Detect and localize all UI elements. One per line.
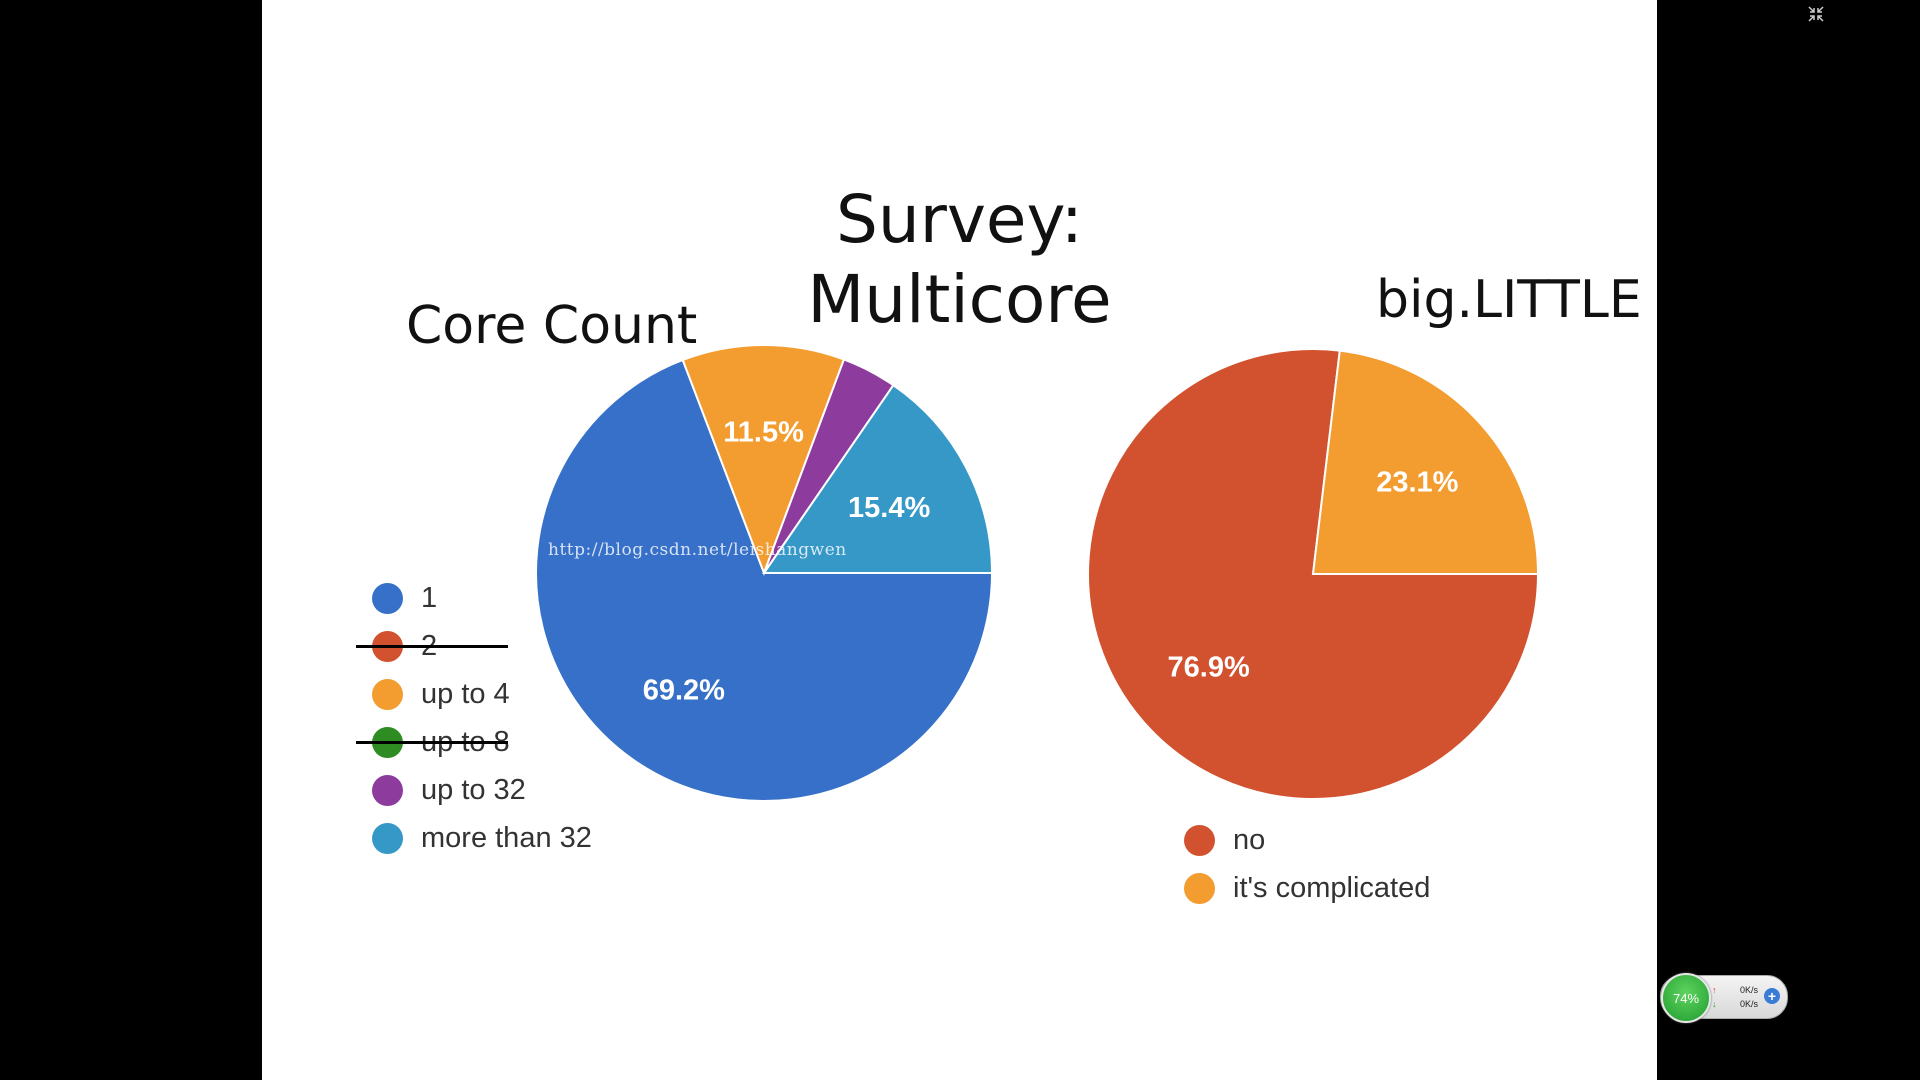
legend-0-label-1: 1 — [421, 581, 438, 614]
legend-0-dot-up-to-4 — [372, 678, 403, 710]
legend-0-dot-up-to-32 — [372, 774, 403, 806]
legend-0-label-more-than-32: more than 32 — [421, 821, 592, 854]
legend-1-label-it-s-complicated: it's complicated — [1233, 871, 1431, 904]
memory-usage-gauge[interactable]: 74% — [1661, 973, 1711, 1023]
slide-title-line2: Multicore — [807, 261, 1112, 338]
legend-0-label-up-to-32: up to 32 — [421, 773, 526, 806]
legend-0-dot-more-than-32 — [372, 822, 403, 854]
slide: Survey: Multicore Core Count big.LITTLE … — [262, 0, 1657, 1080]
legend-0-label-up-to-4: up to 4 — [421, 677, 510, 710]
big-little-pie-chart: 76.9% 23.1% — [1087, 348, 1540, 800]
pie-0-label-more-than-32: 15.4% — [848, 492, 930, 524]
exit-fullscreen-icon[interactable] — [1807, 5, 1825, 23]
big-little-chart-title: big.LITTLE — [1376, 270, 1642, 330]
legend-0-item-up-to-4: up to 4 — [372, 670, 592, 718]
legend-1-dot-no — [1184, 824, 1215, 856]
upload-arrow-icon: ↑ — [1712, 985, 1717, 995]
pie-1-label-no: 76.9% — [1168, 652, 1250, 684]
legend-1-dot-it-s-complicated — [1184, 872, 1215, 904]
legend-0-item-2: 2 — [356, 622, 592, 670]
download-rate: 0K/s — [1739, 999, 1758, 1009]
legend-0-dot-2 — [372, 630, 403, 662]
big-little-legend: no it's complicated — [1184, 816, 1430, 912]
legend-0-item-up-to-8: up to 8 — [356, 718, 592, 766]
pie-0-slice-more-than-32 — [762, 383, 994, 574]
legend-0-item-1: 1 — [372, 574, 592, 622]
pie-0-slice-up-to-4 — [681, 344, 846, 576]
pie-1-label-it-s-complicated: 23.1% — [1376, 466, 1458, 498]
legend-1-label-no: no — [1233, 823, 1266, 856]
core-count-legend: 1 2 up to 4 up to 8 up to 32 more than 32 — [356, 574, 592, 862]
slide-title: Survey: Multicore — [262, 180, 1657, 340]
core-count-chart-title: Core Count — [406, 296, 698, 356]
pie-0-slice-1 — [535, 358, 994, 802]
download-arrow-icon: ↓ — [1712, 999, 1717, 1009]
legend-0-label-2: 2 — [421, 629, 438, 662]
legend-0-dot-up-to-8 — [372, 726, 403, 758]
legend-0-label-up-to-8: up to 8 — [421, 725, 510, 758]
pie-1-slice-it-s-complicated — [1311, 349, 1540, 575]
legend-1-item-it-s-complicated: it's complicated — [1184, 864, 1430, 912]
pie-0-label-up-to-4: 11.5% — [723, 417, 804, 449]
watermark-url: http://blog.csdn.net/leishangwen — [548, 540, 847, 560]
legend-1-item-no: no — [1184, 816, 1430, 864]
pie-0-label-1: 69.2% — [643, 674, 725, 706]
plus-icon[interactable]: + — [1764, 988, 1780, 1004]
legend-0-item-up-to-32: up to 32 — [372, 766, 592, 814]
slide-title-line1: Survey: — [835, 181, 1084, 258]
legend-0-dot-1 — [372, 582, 403, 614]
network-rates: 0K/s 0K/s — [1714, 983, 1758, 1011]
upload-rate: 0K/s — [1739, 985, 1758, 995]
core-count-pie-chart: 69.2% 11.5% 15.4% — [535, 344, 994, 802]
legend-0-item-more-than-32: more than 32 — [372, 814, 592, 862]
pie-1-slice-no — [1087, 348, 1540, 800]
